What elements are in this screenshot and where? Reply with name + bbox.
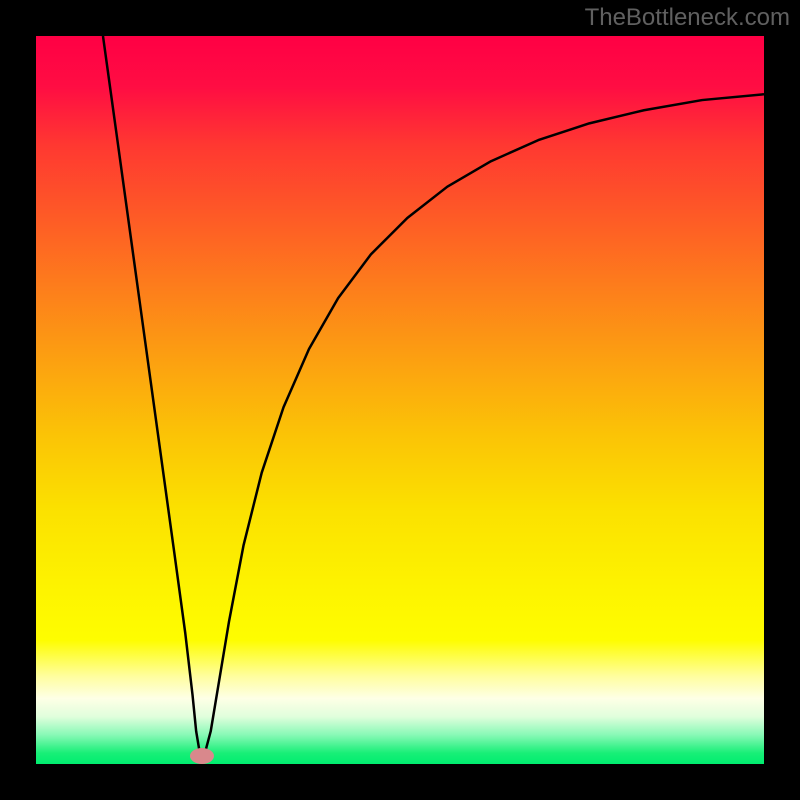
- chart-background-gradient: [36, 36, 764, 764]
- watermark-text: TheBottleneck.com: [585, 4, 790, 32]
- bottleneck-chart: [0, 0, 800, 800]
- minimum-marker: [190, 748, 214, 764]
- chart-container: TheBottleneck.com: [0, 0, 800, 800]
